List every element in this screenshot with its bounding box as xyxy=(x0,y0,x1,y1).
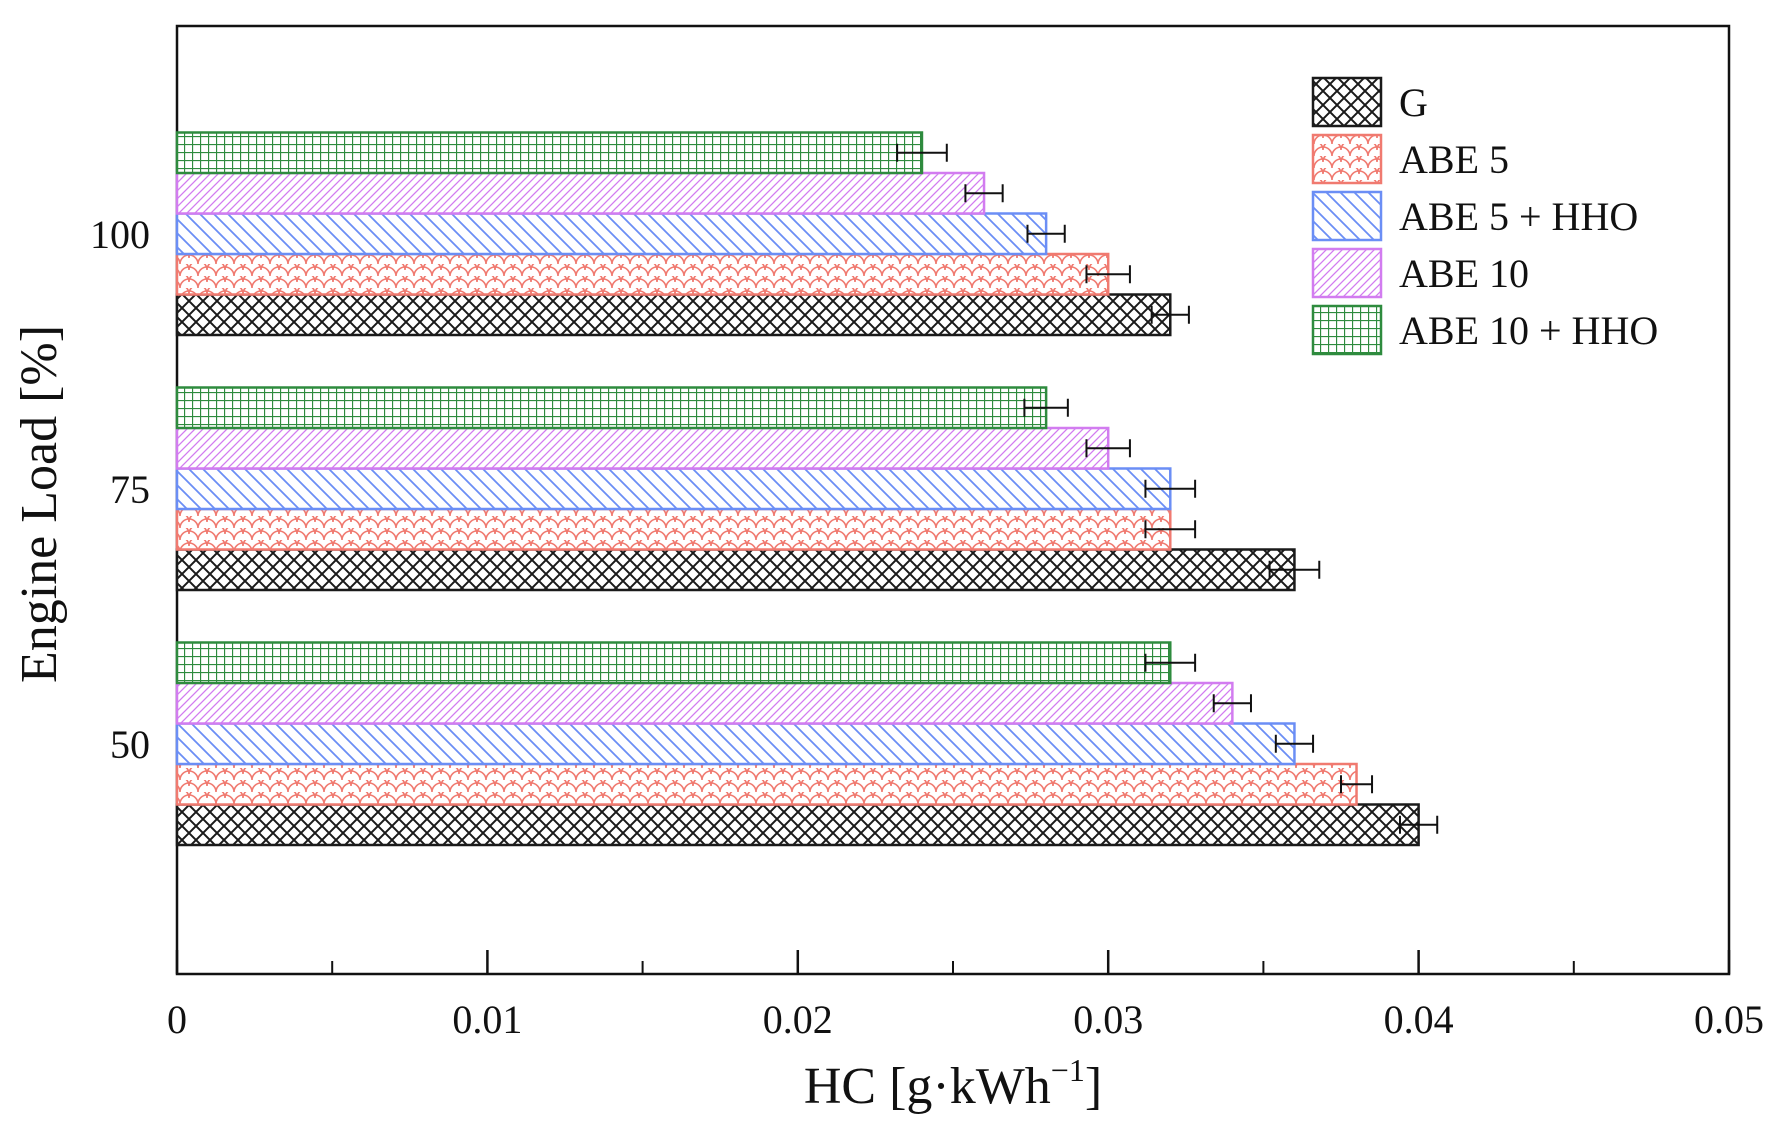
errorbar-abe-10-50 xyxy=(1212,694,1252,713)
x-tick-label-4: 0.04 xyxy=(1384,997,1454,1042)
legend-swatch-abe-10-hho xyxy=(1311,304,1383,356)
errorbars-group xyxy=(896,143,1439,834)
x-tick-label-2: 0.02 xyxy=(763,997,833,1042)
errorbar-abe-10-hho-100 xyxy=(896,143,948,162)
x-axis-title: HC [g·kWh−1] xyxy=(804,1052,1102,1115)
x-tick-label-3: 0.03 xyxy=(1073,997,1143,1042)
errorbar-abe-5-100 xyxy=(1085,265,1131,284)
errorbar-abe-10-100 xyxy=(964,184,1004,203)
errorbar-abe-5-hho-50 xyxy=(1274,734,1315,753)
bar-abe-5-100 xyxy=(175,252,1110,296)
errorbar-abe-5-50 xyxy=(1340,775,1374,794)
bar-abe-10-hho-75 xyxy=(175,386,1048,430)
y-tick-label-100: 100 xyxy=(90,212,150,257)
bars-group xyxy=(175,131,1420,847)
errorbar-abe-5-hho-100 xyxy=(1026,224,1066,243)
y-axis-title: Engine Load [%] xyxy=(11,325,68,683)
bar-abe-5-50 xyxy=(175,762,1358,806)
legend-item-g: G xyxy=(1311,76,1428,128)
legend-swatch-g xyxy=(1311,76,1383,128)
x-tick-label-1: 0.01 xyxy=(452,997,522,1042)
errorbar-g-100 xyxy=(1150,305,1190,324)
errorbar-g-75 xyxy=(1268,560,1321,579)
legend-swatch-abe-10 xyxy=(1311,247,1383,299)
bar-abe-10-100 xyxy=(175,171,986,215)
legend-label-abe-5-hho: ABE 5 + HHO xyxy=(1399,194,1638,239)
legend-item-abe-5-hho: ABE 5 + HHO xyxy=(1311,190,1638,242)
bar-abe-5-hho-100 xyxy=(175,212,1048,256)
x-tick-label-0: 0 xyxy=(167,997,187,1042)
x-ticks-group: 0 0.01 0.02 0.03 0.04 0.05 xyxy=(167,950,1764,1042)
bar-abe-10-75 xyxy=(175,426,1110,470)
legend-swatch-abe-5 xyxy=(1311,133,1383,185)
errorbar-g-50 xyxy=(1398,815,1439,834)
errorbar-abe-10-hho-75 xyxy=(1023,398,1069,417)
legend-item-abe-10: ABE 10 xyxy=(1311,247,1529,299)
bar-abe-10-50 xyxy=(175,681,1234,725)
bar-g-50 xyxy=(175,803,1420,847)
bar-abe-5-75 xyxy=(175,507,1172,551)
y-ticks-group: 50 75 100 xyxy=(90,212,150,767)
errorbar-abe-5-hho-75 xyxy=(1144,479,1197,498)
errorbar-abe-10-75 xyxy=(1085,439,1131,458)
legend-item-abe-5: ABE 5 xyxy=(1311,133,1509,185)
legend-swatch-abe-5-hho xyxy=(1311,190,1383,242)
y-tick-label-75: 75 xyxy=(110,467,150,512)
bar-abe-5-hho-75 xyxy=(175,467,1172,511)
bar-g-100 xyxy=(175,293,1172,337)
bar-g-75 xyxy=(175,548,1296,592)
legend-label-g: G xyxy=(1399,80,1428,125)
x-tick-label-5: 0.05 xyxy=(1694,997,1764,1042)
bar-abe-5-hho-50 xyxy=(175,722,1296,766)
errorbar-abe-10-hho-50 xyxy=(1144,653,1197,672)
legend-label-abe-5: ABE 5 xyxy=(1399,137,1509,182)
legend-label-abe-10: ABE 10 xyxy=(1399,251,1529,296)
errorbar-abe-5-75 xyxy=(1144,520,1197,539)
bar-abe-10-hho-50 xyxy=(175,641,1172,685)
legend: G ABE 5 ABE 5 + HHO ABE 10 ABE 10 + HHO xyxy=(1311,76,1658,356)
legend-item-abe-10-hho: ABE 10 + HHO xyxy=(1311,304,1658,356)
bar-abe-10-hho-100 xyxy=(175,131,924,175)
legend-label-abe-10-hho: ABE 10 + HHO xyxy=(1399,308,1658,353)
y-tick-label-50: 50 xyxy=(110,722,150,767)
